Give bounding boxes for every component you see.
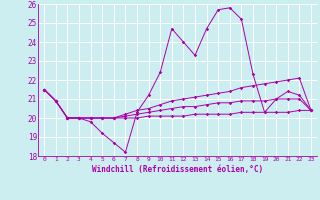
X-axis label: Windchill (Refroidissement éolien,°C): Windchill (Refroidissement éolien,°C) <box>92 165 263 174</box>
